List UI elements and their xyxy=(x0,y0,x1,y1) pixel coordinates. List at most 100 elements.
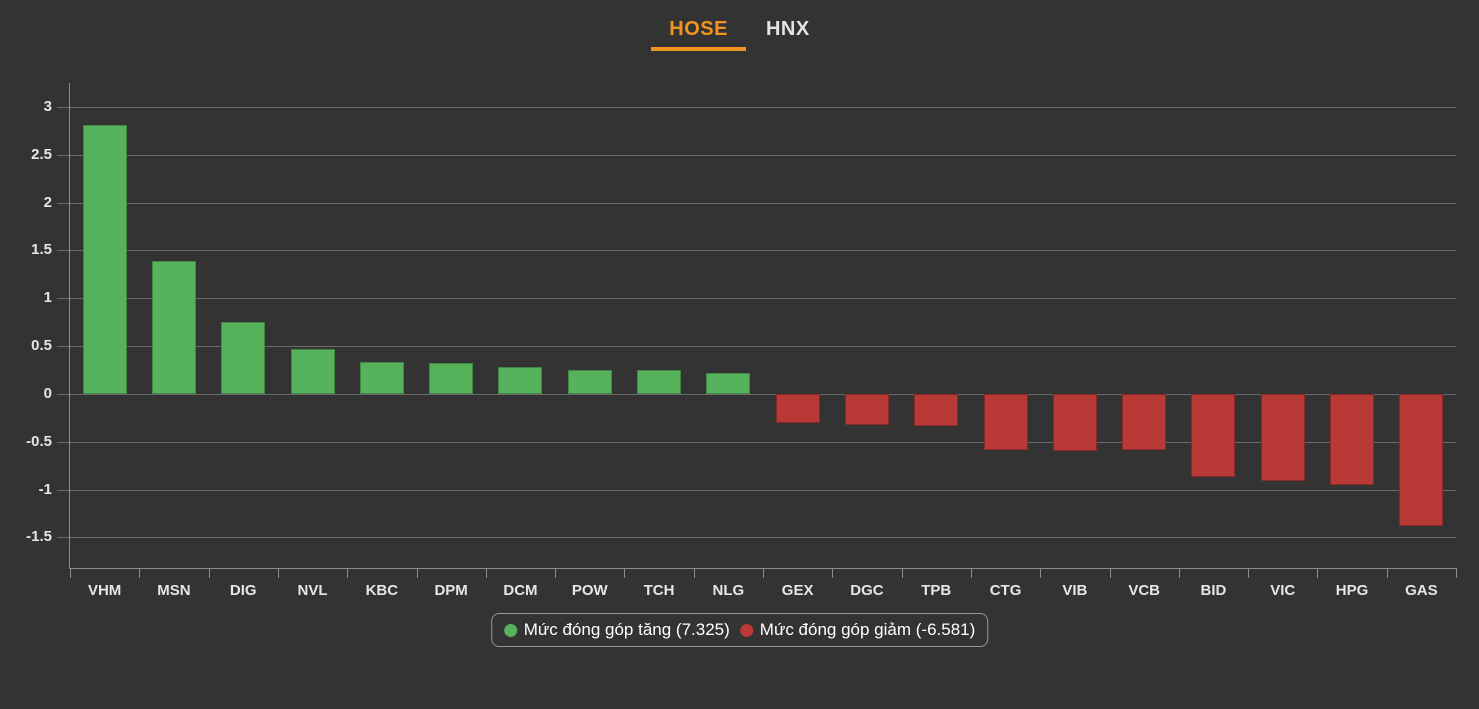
x-axis-tick xyxy=(70,568,71,578)
y-gridline xyxy=(70,346,1456,348)
y-gridline xyxy=(70,106,1456,108)
increase-dot-icon xyxy=(503,623,517,637)
x-axis-tick xyxy=(624,568,626,578)
y-gridline xyxy=(70,441,1456,443)
x-axis-label-gex: GEX xyxy=(781,582,814,599)
x-axis-tick xyxy=(693,568,695,578)
y-axis-tick xyxy=(57,441,69,443)
tab-hnx[interactable]: HNX xyxy=(765,18,810,40)
x-axis-label-msn: MSN xyxy=(157,582,191,599)
y-gridline xyxy=(70,489,1456,491)
bar-gas[interactable] xyxy=(1399,393,1444,526)
x-axis-label-ctg: CTG xyxy=(989,582,1022,599)
y-axis-tick xyxy=(57,154,69,156)
y-axis-label: 2 xyxy=(43,193,52,211)
legend-increase-label: Mức đóng góp tăng (7.325) xyxy=(523,620,730,639)
x-axis-label-gas: GAS xyxy=(1405,582,1438,599)
bar-vic[interactable] xyxy=(1260,393,1305,481)
y-axis-label: 0 xyxy=(43,384,52,402)
x-axis-tick xyxy=(763,568,764,578)
x-axis-label-vcb: VCB xyxy=(1128,582,1160,599)
x-axis-tick xyxy=(347,568,349,578)
y-axis-label: -1 xyxy=(38,480,52,498)
x-axis-label-tch: TCH xyxy=(643,582,675,599)
x-axis-tick xyxy=(832,568,834,578)
x-axis-tick xyxy=(208,568,210,578)
bar-pow[interactable] xyxy=(567,369,612,394)
y-axis-tick xyxy=(57,202,69,204)
bar-tch[interactable] xyxy=(637,369,682,394)
x-axis-tick xyxy=(139,568,141,578)
x-axis-tick xyxy=(1040,568,1042,578)
x-axis-label-dcm: DCM xyxy=(503,582,538,599)
contribution-chart: 3 2.5 2 1.5 1 0.5 0 -0.5 -1 -1.5 VHM MSN DIG NVL KBC DP… xyxy=(26,83,1457,599)
x-axis-tick xyxy=(1317,568,1319,578)
tab-hose[interactable]: HOSE xyxy=(651,12,746,51)
x-axis-tick xyxy=(1386,568,1388,578)
y-axis-label: 1 xyxy=(43,289,52,307)
y-axis-tick xyxy=(57,298,69,300)
bar-bid[interactable] xyxy=(1191,393,1236,478)
y-axis-tick xyxy=(57,489,69,491)
x-axis-label-vhm: VHM xyxy=(87,582,122,599)
bar-dcm[interactable] xyxy=(498,367,543,394)
x-axis-tick xyxy=(555,568,557,578)
x-axis-tick xyxy=(1109,568,1111,578)
x-axis-label-bid: BID xyxy=(1200,582,1227,599)
y-axis-label: -1.5 xyxy=(26,528,52,546)
bar-gex[interactable] xyxy=(775,393,820,423)
y-gridline xyxy=(70,537,1456,539)
x-axis-label-nlg: NLG xyxy=(712,582,745,599)
decrease-dot-icon xyxy=(739,623,753,637)
bar-kbc[interactable] xyxy=(359,362,404,394)
bar-tpb[interactable] xyxy=(914,393,959,427)
bar-vib[interactable] xyxy=(1052,393,1097,452)
x-axis-tick xyxy=(901,568,903,578)
bar-vcb[interactable] xyxy=(1122,393,1167,451)
x-axis-label-dgc: DGC xyxy=(850,582,884,599)
x-axis-label-vib: VIB xyxy=(1062,582,1088,599)
x-axis-tick xyxy=(485,568,487,578)
bar-msn[interactable] xyxy=(151,260,196,394)
y-gridline xyxy=(70,202,1456,204)
bar-dpm[interactable] xyxy=(429,363,474,394)
x-axis-label-pow: POW xyxy=(571,582,608,599)
x-axis-label-kbc: KBC xyxy=(365,582,399,599)
legend-item-decrease[interactable]: Mức đóng góp giảm (-6.581) xyxy=(739,620,976,640)
y-axis-label: 0.5 xyxy=(31,337,52,355)
y-gridline xyxy=(70,154,1456,156)
y-axis-tick xyxy=(57,537,69,539)
exchange-tabs: HOSE HNX xyxy=(0,12,1479,51)
y-axis-tick xyxy=(57,106,69,108)
bar-nvl[interactable] xyxy=(290,348,335,394)
y-axis-label: 1.5 xyxy=(31,241,52,259)
bar-nlg[interactable] xyxy=(706,372,751,394)
y-axis-label: -0.5 xyxy=(26,432,52,450)
bar-dig[interactable] xyxy=(221,322,266,394)
y-axis-label: 2.5 xyxy=(31,145,52,163)
bar-dgc[interactable] xyxy=(844,393,889,425)
bar-hpg[interactable] xyxy=(1330,393,1375,485)
x-axis-tick xyxy=(1248,568,1250,578)
y-axis-tick xyxy=(57,250,69,252)
y-axis-label: 3 xyxy=(43,97,52,115)
legend-decrease-label: Mức đóng góp giảm (-6.581) xyxy=(759,620,976,639)
x-axis-tick xyxy=(970,568,972,578)
bar-ctg[interactable] xyxy=(983,393,1028,451)
x-axis-tick xyxy=(1456,568,1457,578)
y-gridline xyxy=(70,393,1456,395)
y-gridline xyxy=(70,298,1456,300)
x-axis-label-hpg: HPG xyxy=(1335,582,1369,599)
x-axis-tick xyxy=(1178,568,1180,578)
x-axis-tick xyxy=(416,568,418,578)
legend-item-increase[interactable]: Mức đóng góp tăng (7.325) xyxy=(503,620,730,640)
x-axis-label-dig: DIG xyxy=(229,582,257,599)
chart-legend: Mức đóng góp tăng (7.325) Mức đóng góp g… xyxy=(490,613,989,647)
y-gridline xyxy=(70,250,1456,252)
x-axis-tick xyxy=(277,568,279,578)
bar-vhm[interactable] xyxy=(82,125,127,394)
x-axis-label-tpb: TPB xyxy=(921,582,952,599)
x-axis-label-nvl: NVL xyxy=(297,582,328,599)
y-axis-tick xyxy=(57,346,69,348)
